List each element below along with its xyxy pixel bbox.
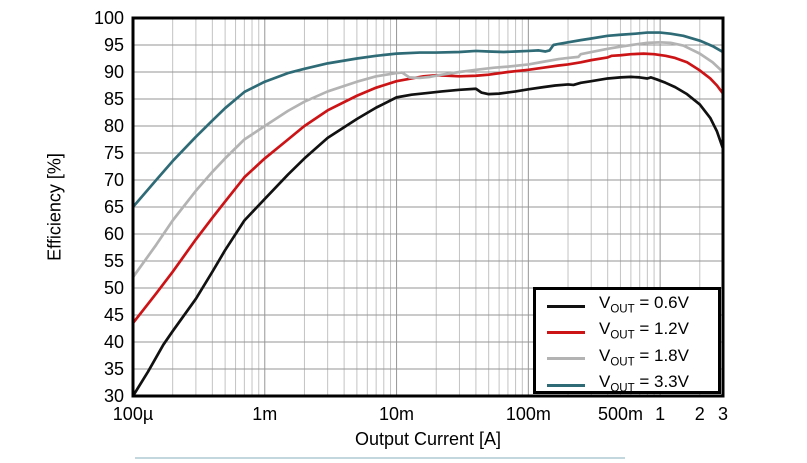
legend-item-2: VOUT = 1.2V	[536, 319, 718, 345]
y-tick-label: 100	[93, 8, 124, 28]
x-tick-label: 100m	[505, 404, 551, 424]
x-tick-label: 10m	[379, 404, 415, 424]
y-axis-title: Efficiency [%]	[44, 153, 65, 261]
legend-item-1: VOUT = 0.6V	[536, 293, 718, 319]
x-tick-label: 500m	[597, 404, 643, 424]
x-tick-label: 3	[717, 404, 728, 424]
chart-legend: VOUT = 0.6V VOUT = 1.2V VOUT = 1.8V VOUT = …	[533, 287, 721, 395]
y-tick-label: 75	[103, 143, 124, 163]
y-tick-label: 95	[103, 35, 124, 55]
y-tick-label: 50	[103, 278, 124, 298]
y-tick-label: 60	[103, 224, 124, 244]
y-tick-label: 80	[103, 116, 124, 136]
y-tick-label: 70	[103, 170, 124, 190]
series-curve	[131, 52, 725, 325]
legend-line-swatch	[547, 383, 585, 387]
x-tick-label: 2	[694, 404, 705, 424]
plot-border	[131, 16, 725, 398]
legend-label: VOUT = 1.8V	[599, 345, 689, 369]
legend-item-3: VOUT = 1.8V	[536, 346, 718, 372]
x-axis-title: Output Current [A]	[354, 429, 502, 449]
y-tick-label: 45	[103, 305, 124, 325]
legend-line-swatch	[547, 304, 585, 308]
y-tick-label: 55	[103, 251, 124, 271]
y-tick-label: 90	[103, 62, 124, 82]
y-tick-label: 65	[103, 197, 124, 217]
legend-label: VOUT = 3.3V	[599, 372, 689, 395]
legend-line-swatch	[547, 331, 585, 335]
legend-item-4: VOUT = 3.3V	[536, 372, 718, 398]
legend-line-swatch	[547, 357, 585, 361]
series-curve	[131, 75, 725, 398]
footer-divider-line	[135, 457, 625, 459]
y-tick-label: 35	[103, 359, 124, 379]
series-curve	[131, 40, 725, 279]
x-tick-label: 100µ	[112, 404, 154, 424]
legend-label: VOUT = 1.2V	[599, 319, 689, 342]
x-tick-label: 1m	[252, 404, 278, 424]
legend-label: VOUT = 0.6V	[599, 293, 689, 316]
series-curve	[131, 31, 725, 209]
y-tick-label: 40	[103, 332, 124, 352]
y-tick-label: 85	[103, 89, 124, 109]
x-tick-label: 1	[655, 404, 666, 424]
y-tick-label: 30	[103, 386, 124, 406]
